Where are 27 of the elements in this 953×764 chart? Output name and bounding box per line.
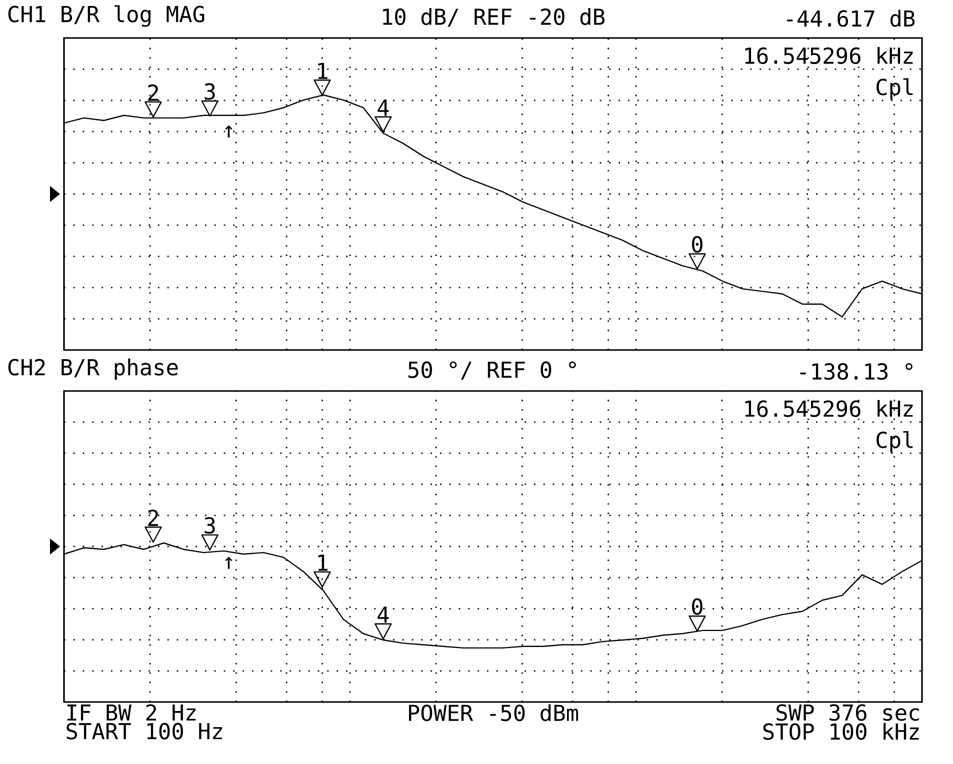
annotation: 4: [378, 100, 389, 116]
text: STOP 100 kHz: [763, 722, 919, 740]
text: 2: [148, 510, 158, 526]
text: IF BW 2 Hz: [67, 704, 196, 721]
annotation: ↑: [225, 557, 232, 569]
chart-subtitle: 50 °/ REF 0 °: [408, 361, 576, 380]
annotation: 2: [148, 84, 158, 101]
text: 3: [204, 517, 215, 534]
annotation: 3: [204, 83, 215, 100]
annotation: 0: [692, 236, 702, 253]
chart-title: CH2 B/R phase: [8, 358, 178, 380]
text: 16.545296 kHz: [745, 46, 913, 64]
text: START 100 Hz: [66, 722, 222, 740]
annotation: 0: [692, 598, 702, 615]
text: Cpl: [876, 431, 913, 452]
annotation: ↑: [225, 126, 232, 138]
text: POWER -50 dBm: [409, 704, 578, 722]
annotation: 1: [318, 554, 328, 571]
chart-subtitle: 10 dB/ REF -20 dB: [383, 8, 605, 27]
text: 1: [318, 62, 328, 79]
annotation: Cpl: [876, 78, 913, 100]
text: -138.13 °: [800, 363, 912, 380]
text: SWP 376 sec: [776, 704, 919, 721]
text: 16.545296 kHz: [745, 400, 913, 417]
annotation: 4: [378, 606, 389, 623]
chart-title: CH1 B/R log MAG: [8, 5, 204, 27]
text: -44.617 dB: [787, 10, 915, 27]
